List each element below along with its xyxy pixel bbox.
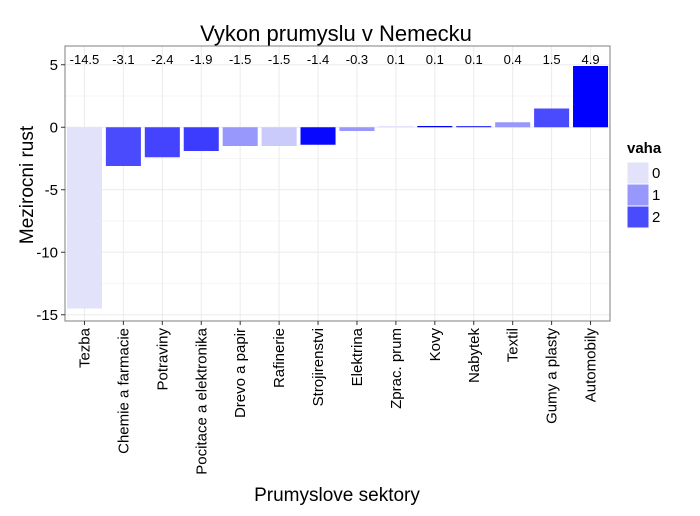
x-axis: Tezba Chemie a farmacie Potraviny Pocitace … bbox=[76, 321, 600, 475]
legend-label: 1 bbox=[652, 187, 660, 204]
y-axis-title: Mezirocni rust bbox=[17, 125, 38, 244]
data-label: 1.5 bbox=[543, 52, 561, 67]
panel-border bbox=[64, 45, 611, 322]
data-label: -1.9 bbox=[190, 52, 212, 67]
x-tick-label: Tezba bbox=[76, 327, 93, 368]
bar bbox=[495, 122, 531, 128]
data-label: -2.4 bbox=[151, 52, 173, 67]
legend-key bbox=[626, 161, 650, 185]
x-tick-label: Drevo a papir bbox=[232, 328, 249, 418]
x-tick-label: Strojirenstvi bbox=[310, 328, 327, 406]
y-tick-label: -10 bbox=[36, 244, 58, 261]
y-axis: 5 0 -5 -10 -15 bbox=[36, 57, 65, 324]
bar bbox=[261, 127, 297, 146]
bar bbox=[417, 126, 453, 128]
data-label: -0.3 bbox=[346, 52, 368, 67]
bar bbox=[144, 127, 180, 158]
data-label: 0.1 bbox=[387, 52, 405, 67]
bar bbox=[456, 126, 492, 128]
x-tick-label: Gumy a plasty bbox=[544, 328, 561, 424]
data-label: 0.4 bbox=[504, 52, 522, 67]
y-tick-label: 0 bbox=[50, 119, 58, 136]
x-tick-label: Kovy bbox=[427, 328, 444, 362]
grid-lines bbox=[65, 46, 610, 321]
bar bbox=[105, 127, 141, 166]
bar bbox=[66, 127, 102, 309]
legend-key bbox=[626, 183, 650, 207]
y-tick-label: 5 bbox=[50, 57, 58, 74]
data-label: -1.5 bbox=[229, 52, 251, 67]
legend-label: 2 bbox=[652, 209, 660, 226]
x-tick-label: Elektrina bbox=[349, 327, 366, 386]
x-tick-label: Potraviny bbox=[154, 328, 171, 391]
x-tick-label: Automobily bbox=[583, 328, 600, 403]
bar bbox=[222, 127, 258, 146]
legend-label: 0 bbox=[652, 165, 660, 182]
x-tick-label: Pocitace a elektronika bbox=[193, 327, 210, 474]
data-label: 0.1 bbox=[465, 52, 483, 67]
data-label: -1.4 bbox=[307, 52, 329, 67]
data-labels: -14.5 -3.1 -2.4 -1.9 -1.5 -1.5 -1.4 -0.3 0.1 0.1 0… bbox=[70, 52, 600, 67]
bar bbox=[339, 127, 375, 131]
bars bbox=[66, 66, 609, 309]
bar bbox=[378, 126, 414, 128]
x-tick-label: Nabytek bbox=[466, 328, 483, 384]
y-tick-label: -15 bbox=[36, 307, 58, 324]
data-label: 4.9 bbox=[581, 52, 599, 67]
x-tick-label: Chemie a farmacie bbox=[115, 328, 132, 454]
x-tick-label: Rafinerie bbox=[271, 328, 288, 388]
x-tick-label: Textil bbox=[505, 328, 522, 362]
legend-key bbox=[626, 205, 650, 229]
data-label: -14.5 bbox=[70, 52, 100, 67]
data-label: -3.1 bbox=[112, 52, 134, 67]
x-tick-label: Zprac. prum bbox=[388, 328, 405, 409]
y-tick-label: -5 bbox=[45, 182, 58, 199]
data-label: 0.1 bbox=[426, 52, 444, 67]
bar bbox=[534, 108, 570, 128]
data-label: -1.5 bbox=[268, 52, 290, 67]
x-axis-title: Prumyslove sektory bbox=[254, 485, 420, 506]
bar bbox=[573, 66, 609, 128]
bar bbox=[300, 127, 336, 145]
legend: vaha 0 1 2 bbox=[626, 140, 662, 229]
bar bbox=[183, 127, 219, 151]
legend-title: vaha bbox=[627, 140, 662, 157]
chart-title: Vykon prumyslu v Nemecku bbox=[200, 21, 472, 46]
